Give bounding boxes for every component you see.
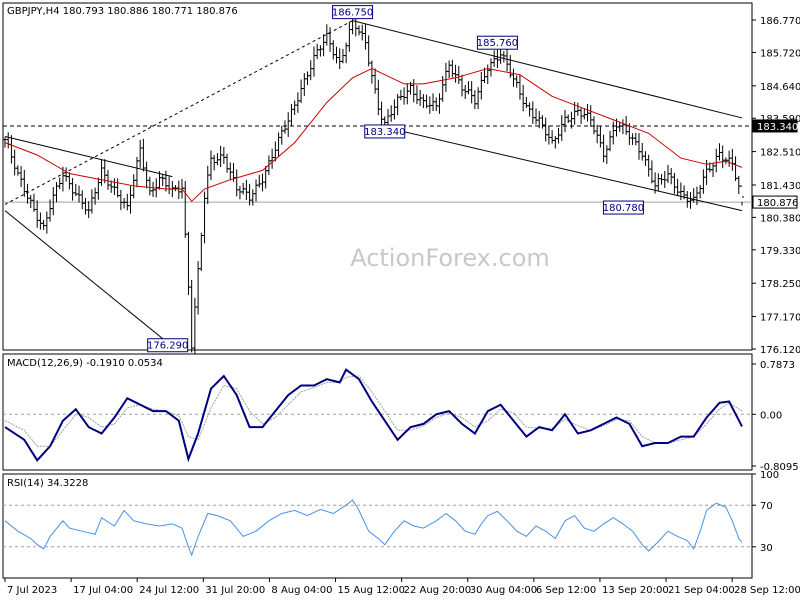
annotation-label: 185.760 [477,38,518,49]
main-panel-frame [2,2,753,351]
price-label-box [752,195,798,209]
annotation-box [364,124,406,139]
macd-panel-frame [2,353,753,471]
annotation-box [476,35,518,50]
x-tick-label: 13 Sep 20:00 [602,585,669,596]
price-label-box [752,119,798,133]
x-tick-label: 30 Aug 04:00 [470,585,537,596]
annotation-box [147,338,189,353]
x-tick-label: 15 Aug 12:00 [338,585,405,596]
y-tick-label: 185.720 [760,48,800,59]
y-tick-label: 178.250 [760,279,800,290]
trendline [384,126,743,212]
annotation-label: 176.290 [147,341,188,352]
x-tick-label: 22 Aug 20:00 [404,585,471,596]
macd-title: MACD(12,26,9) -0.1910 0.0534 [7,358,163,369]
rsi-title: RSI(14) 34.3228 [7,478,88,489]
y-tick-label: 181.430 [760,181,800,192]
rsi-line [4,499,743,557]
annotation-label: 180.780 [603,203,644,214]
x-tick-label: 31 Jul 20:00 [205,585,265,596]
price-label: 183.340 [757,122,798,133]
x-tick-label: 28 Sep 12:00 [734,585,800,596]
annotation-label: 183.340 [364,127,405,138]
annotation-box [602,200,644,215]
watermark: ActionForex.com [350,244,550,272]
y-tick-label: 180.380 [760,213,800,224]
y-tick-label: 186.770 [760,16,800,27]
x-tick-label: 8 Aug 04:00 [271,585,332,596]
y-tick-label: 0.7873 [760,360,795,371]
x-tick-label: 6 Sep 12:00 [536,585,596,596]
y-tick-label: 179.330 [760,246,800,257]
macd-line [4,368,743,463]
annotation-label: 186.750 [332,8,373,19]
trendline [4,135,173,178]
y-tick-label: 184.640 [760,82,800,93]
price-label: 180.876 [757,198,798,209]
y-tick-label: 70 [760,501,773,512]
x-tick-label: 7 Jul 2023 [7,585,57,596]
y-tick-label: 176.120 [760,345,800,356]
trendline [352,20,743,119]
x-tick-label: 17 Jul 04:00 [73,585,133,596]
annotation-box [332,5,374,20]
y-tick-label: 100 [760,470,779,481]
y-tick-label: 30 [760,543,773,554]
main-title: GBPJPY,H4 180.793 180.886 180.771 180.87… [7,6,238,17]
trendline [4,210,173,347]
y-tick-label: 0.00 [760,410,782,421]
x-tick-label: 24 Jul 12:00 [139,585,199,596]
y-tick-label: -0.8095 [760,462,799,473]
y-tick-label: 182.510 [760,148,800,159]
moving-average-line [4,67,743,203]
x-tick-label: 21 Sep 04:00 [668,585,735,596]
y-tick-label: 177.170 [760,313,800,324]
rsi-panel-frame [2,473,753,579]
